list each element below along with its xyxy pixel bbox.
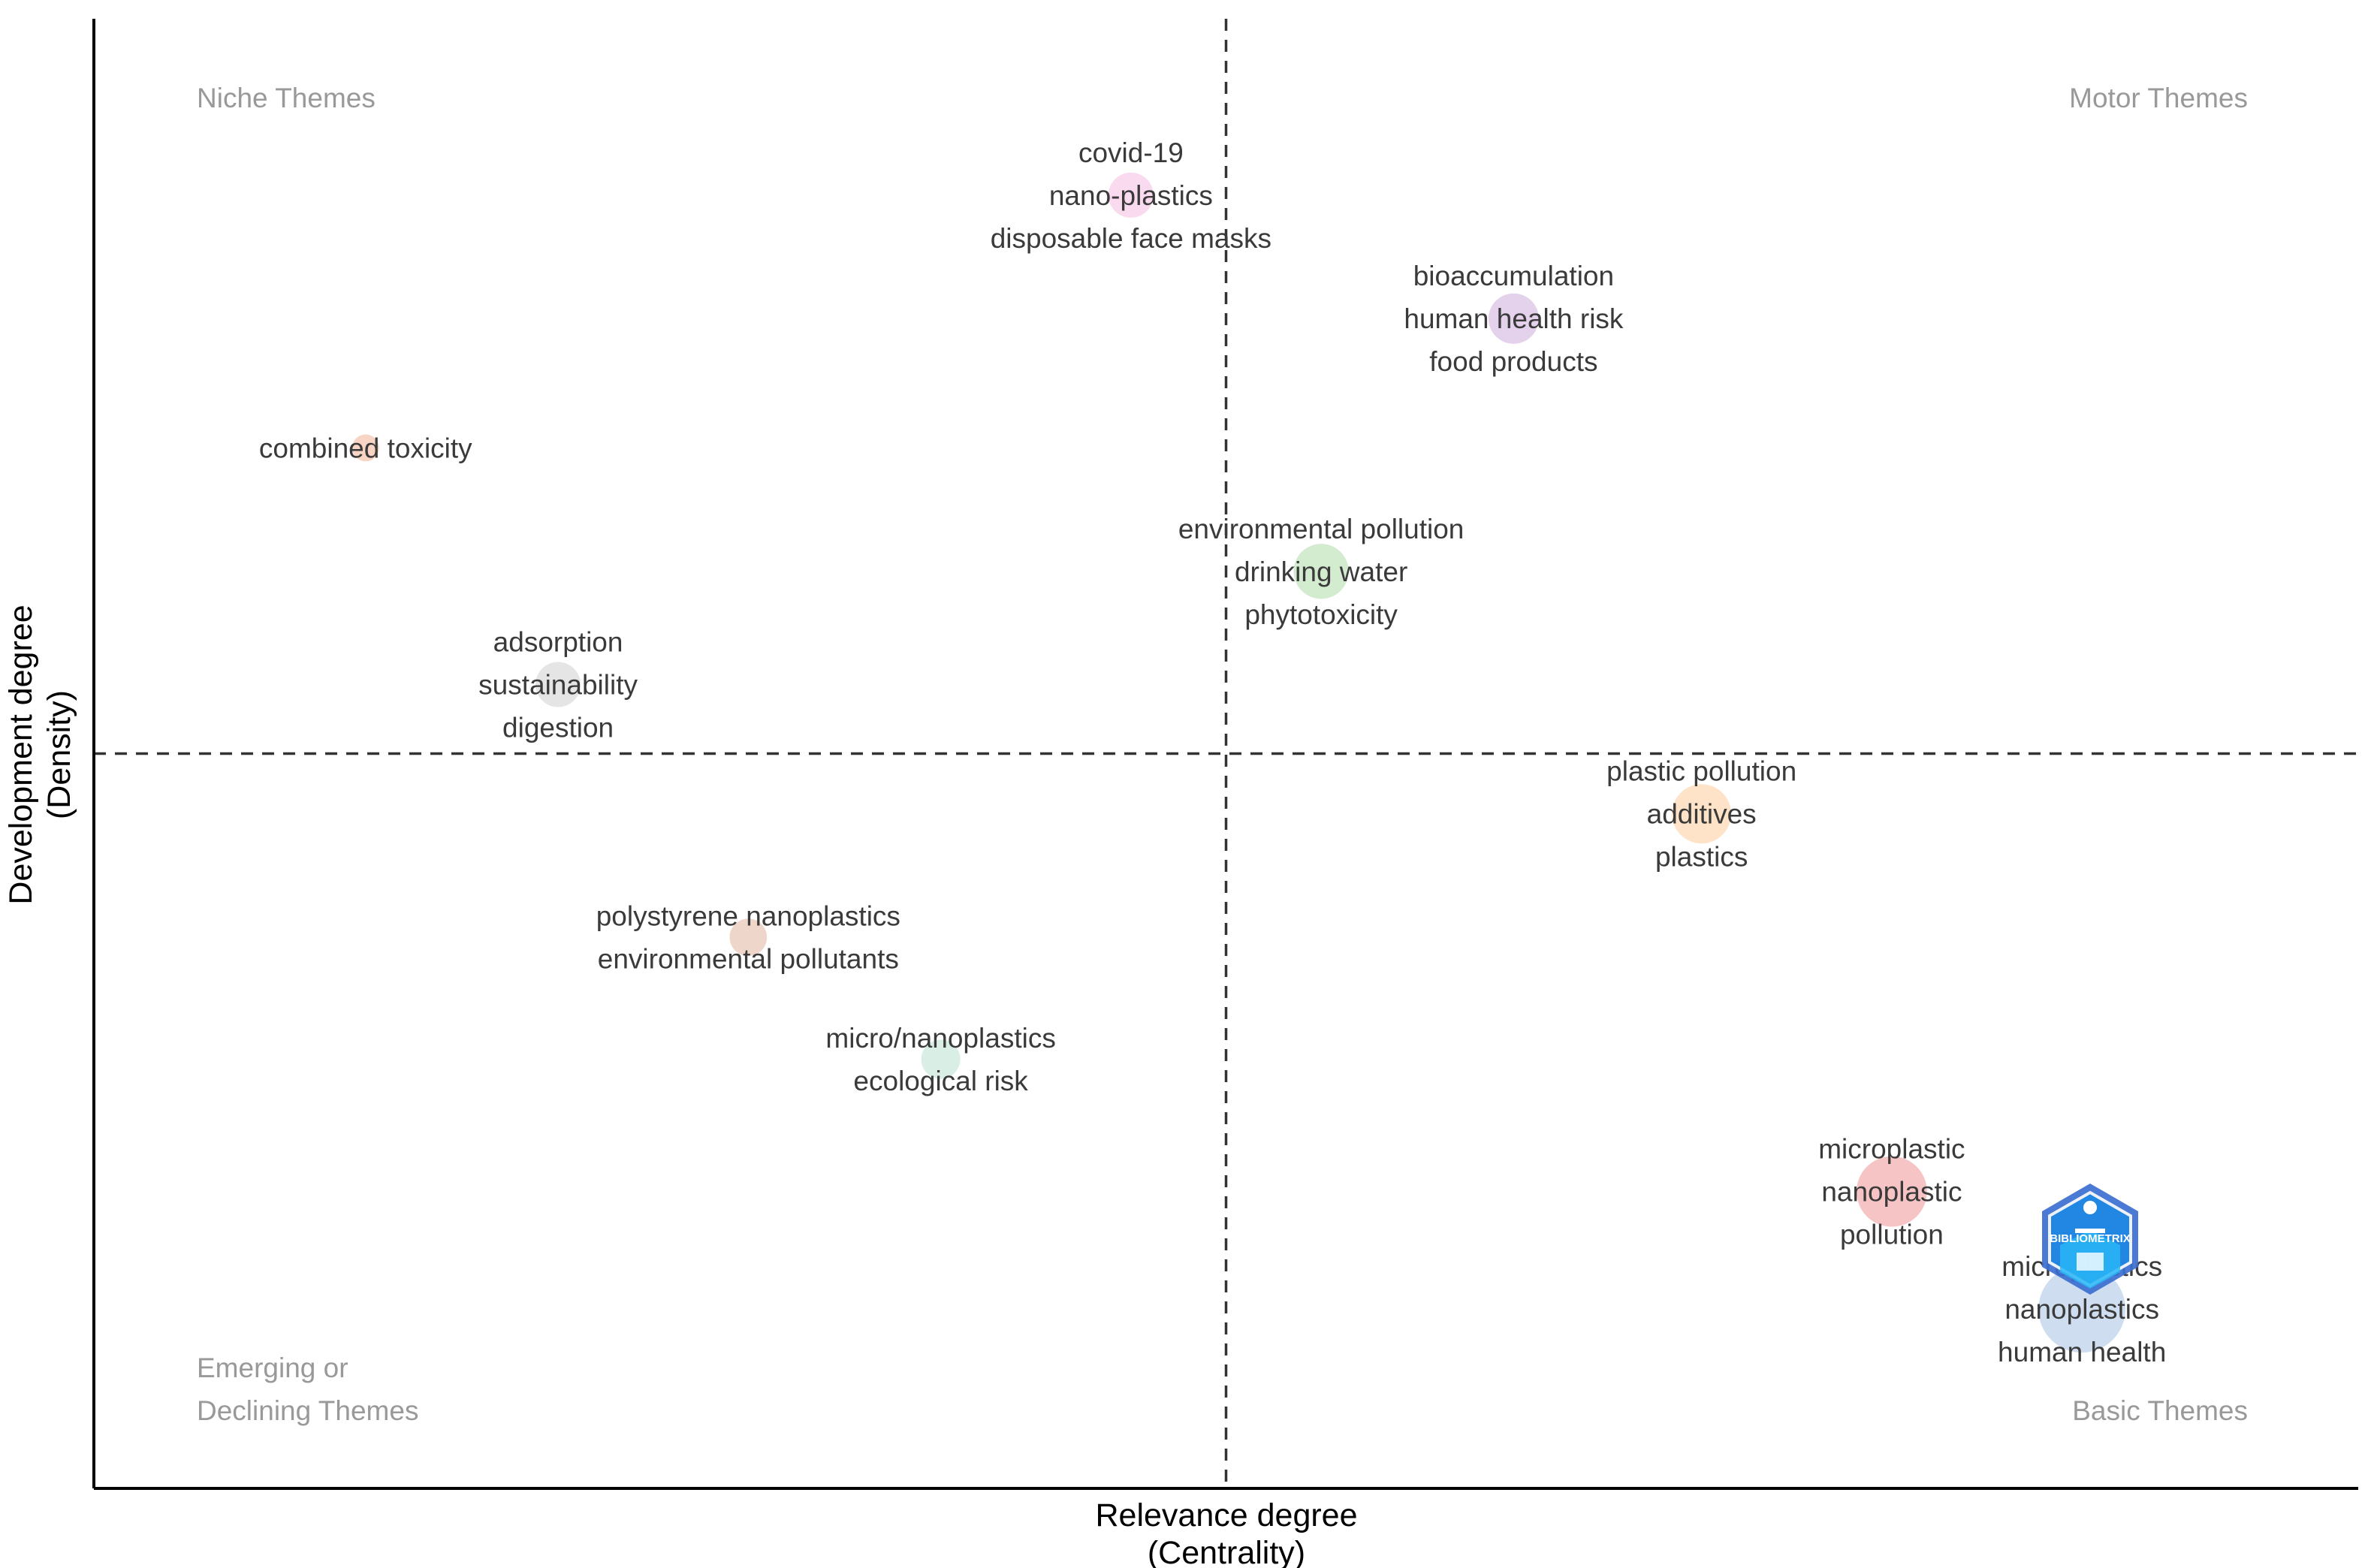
cluster-label-6-1: environmental pollutants [598,944,899,975]
bibliometrix-logo: BIBLIOMETRIX [2042,1184,2138,1295]
quadrant-label-emerging-line1: Emerging or [197,1352,348,1383]
quadrant-label-emerging-line2: Declining Themes [197,1395,418,1426]
cluster-label-8-0: microplastic [1818,1134,1965,1165]
y-axis-subtitle: (Density) [41,690,77,819]
cluster-label-4-1: sustainability [478,670,638,701]
cluster-label-6-0: polystyrene nanoplastics [596,901,900,932]
cluster-label-5-2: plastics [1655,842,1748,873]
cluster-bubble-8 [1857,1156,1927,1227]
y-axis-title: Development degree [3,605,39,904]
cluster-bubble-4 [535,662,581,707]
cluster-label-8-1: nanoplastic [1821,1177,1962,1208]
x-axis-subtitle: (Centrality) [1148,1535,1305,1568]
quadrant-label-niche: Niche Themes [197,83,376,113]
x-axis-title: Relevance degree [1095,1497,1357,1533]
cluster-label-1-2: food products [1429,346,1597,377]
cluster-bubble-3 [1293,544,1349,599]
cluster-label-0-2: disposable face masks [991,223,1271,254]
cluster-label-4-0: adsorption [493,627,623,658]
cluster-bubble-1 [1488,293,1539,344]
logo-wordmark: BIBLIOMETRIX [2050,1232,2131,1245]
cluster-label-5-0: plastic pollution [1606,756,1796,787]
cluster-label-1-0: bioaccumulation [1413,261,1614,291]
cluster-label-2-0: combined toxicity [259,433,472,463]
cluster-label-9-2: human health [1998,1337,2166,1367]
cluster-label-3-1: drinking water [1235,556,1407,587]
cluster-bubble-7 [921,1039,961,1079]
cluster-label-5-1: additives [1647,799,1757,830]
cluster-label-3-2: phytotoxicity [1244,599,1398,630]
cluster-label-7-0: micro/nanoplastics [825,1023,1055,1054]
cluster-label-4-2: digestion [502,713,614,743]
cluster-label-3-0: environmental pollution [1178,514,1465,544]
cluster-label-0-1: nano-plastics [1049,180,1213,211]
cluster-label-9-1: nanoplastics [2004,1294,2159,1325]
cluster-bubble-5 [1672,784,1732,844]
cluster-bubble-2 [351,434,379,462]
cluster-label-0-0: covid-19 [1078,137,1184,168]
quadrant-label-basic: Basic Themes [2072,1395,2248,1426]
quadrant-label-motor: Motor Themes [2069,83,2248,113]
cluster-bubbles: covid-19 nano-plastics disposable face mas… [259,137,2166,1367]
cluster-bubble-9 [2038,1265,2126,1353]
cluster-bubble-6 [729,918,768,956]
cluster-bubble-0 [1108,172,1154,218]
cluster-label-1-1: human health risk [1404,303,1624,334]
cluster-label-8-2: pollution [1840,1220,1944,1250]
cluster-label-7-1: ecological risk [853,1066,1028,1096]
